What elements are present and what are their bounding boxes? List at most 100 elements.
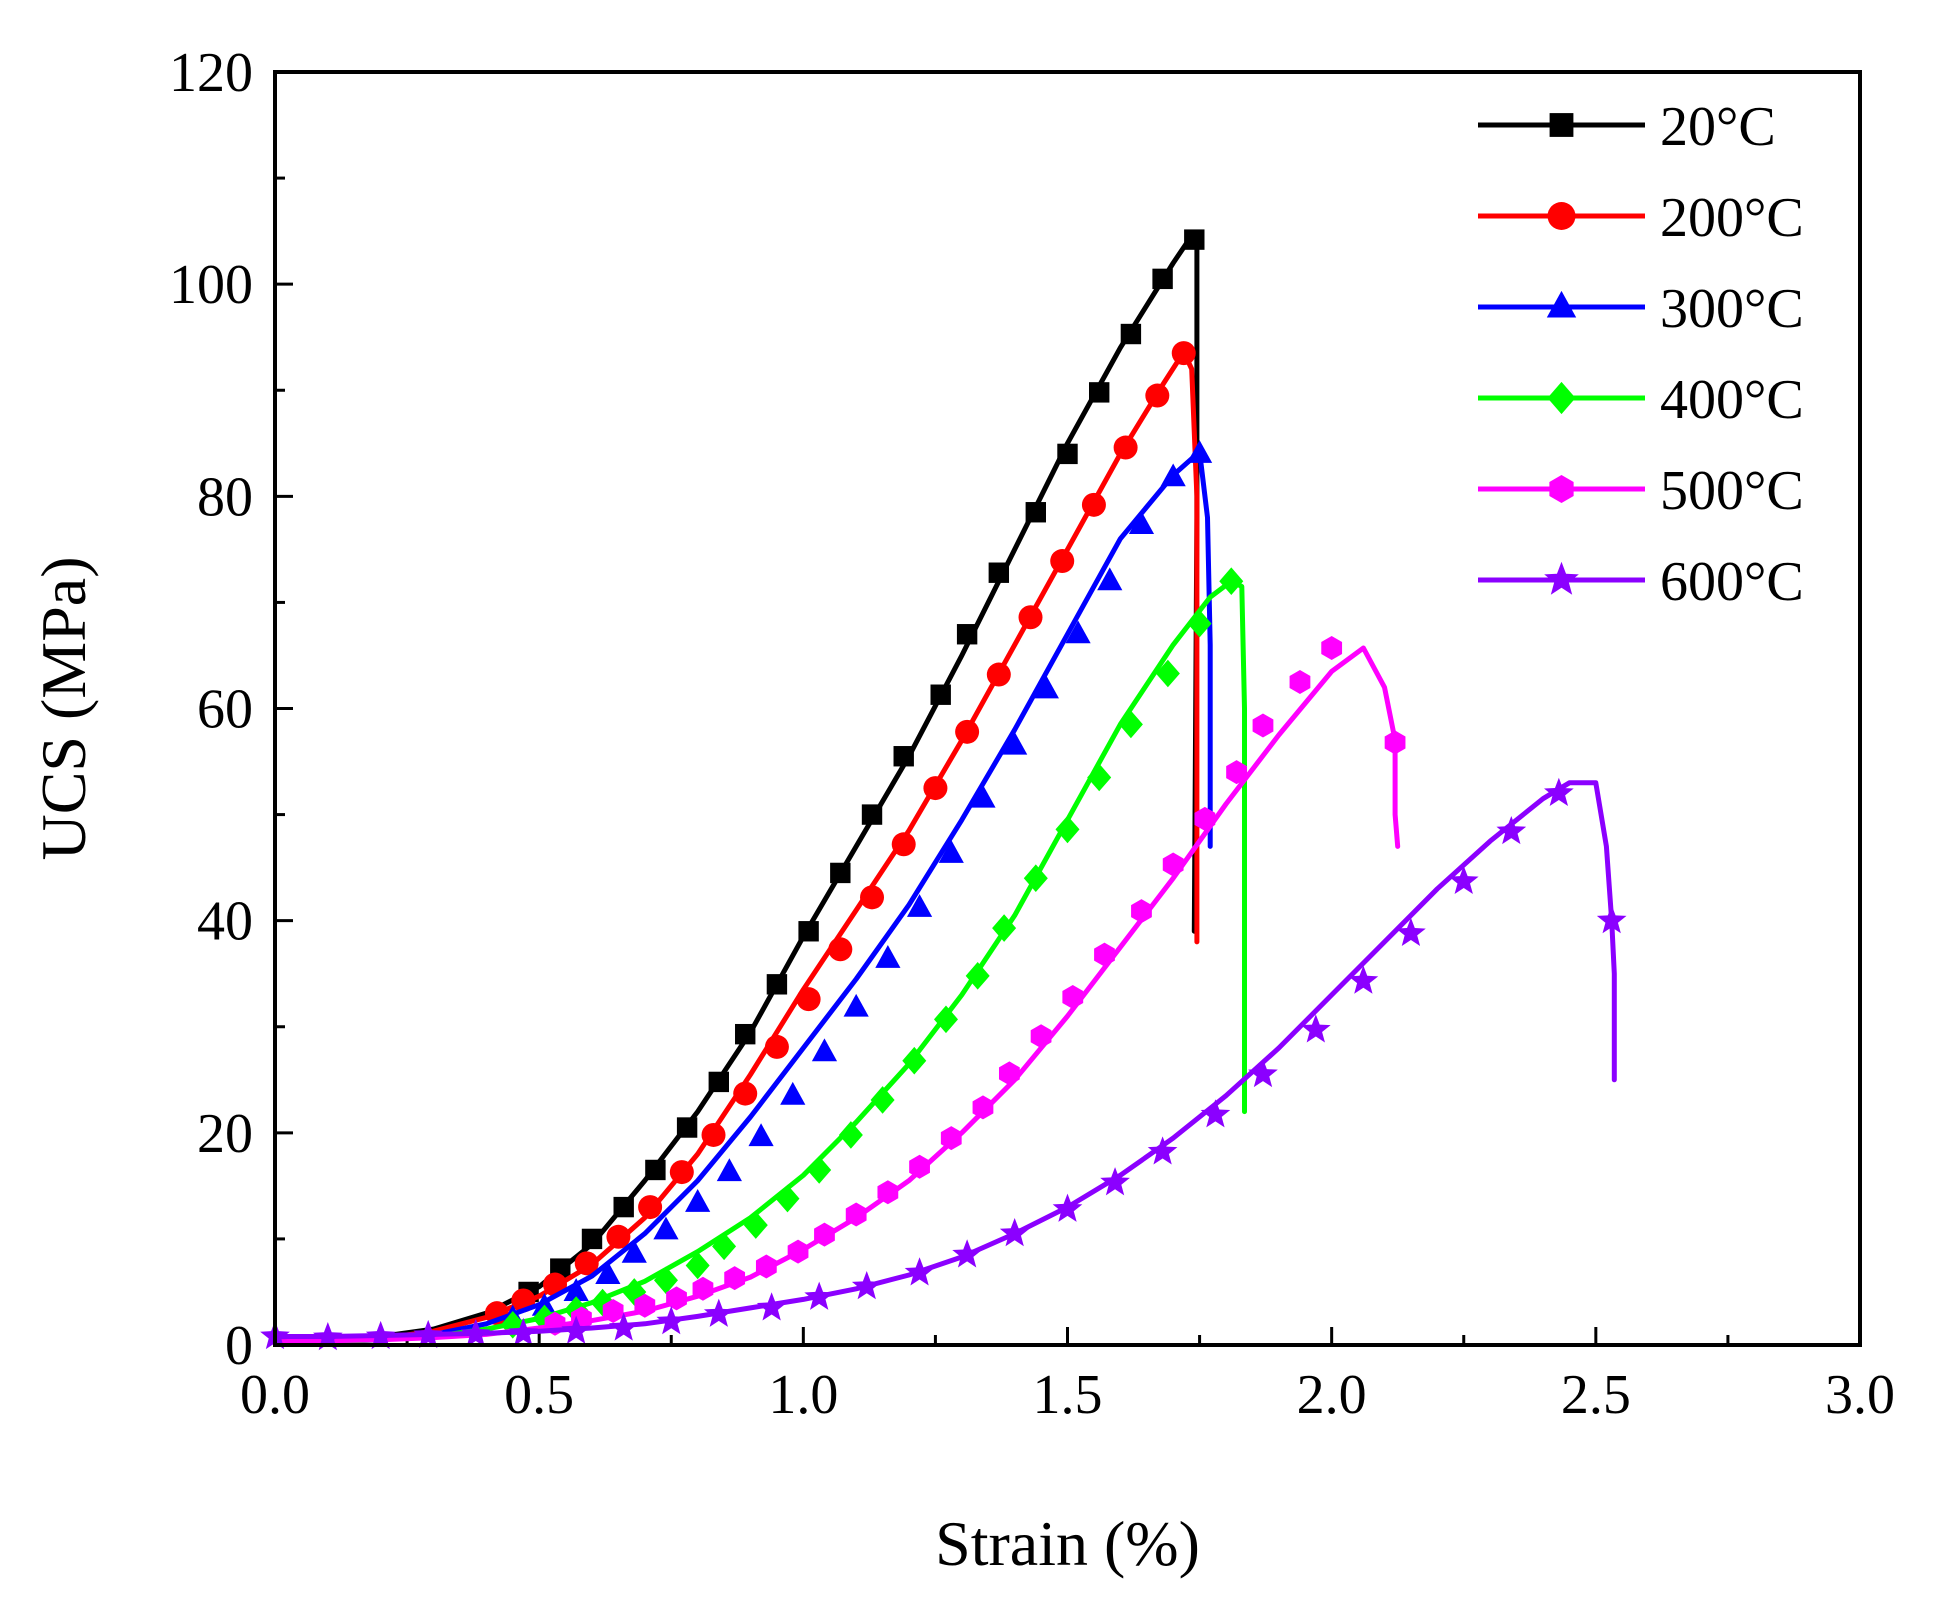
data-point bbox=[775, 1184, 800, 1213]
data-point bbox=[851, 1271, 882, 1300]
data-point bbox=[1289, 669, 1311, 694]
data-point bbox=[796, 987, 821, 1012]
data-point bbox=[1128, 511, 1155, 534]
data-point bbox=[653, 1216, 679, 1240]
x-tick-label: 1.0 bbox=[768, 1364, 838, 1426]
y-axis-title: UCS (MPa) bbox=[28, 556, 99, 860]
data-point bbox=[312, 1321, 343, 1351]
data-point bbox=[685, 1251, 710, 1280]
data-point bbox=[1023, 864, 1048, 893]
data-point bbox=[1055, 815, 1080, 844]
legend-item: 300°C bbox=[1478, 278, 1804, 340]
data-point bbox=[1100, 1167, 1130, 1196]
data-point bbox=[986, 662, 1011, 687]
data-point bbox=[1097, 567, 1123, 591]
data-point bbox=[692, 1276, 714, 1301]
data-point bbox=[606, 1224, 631, 1249]
data-point bbox=[764, 1034, 789, 1059]
legend-item: 500°C bbox=[1478, 460, 1804, 522]
data-point bbox=[1081, 492, 1106, 517]
y-tick-label: 20 bbox=[197, 1103, 253, 1165]
x-tick-label: 1.5 bbox=[1033, 1364, 1103, 1426]
data-point bbox=[1087, 763, 1112, 792]
x-tick-label: 0.5 bbox=[504, 1364, 574, 1426]
data-point bbox=[755, 1254, 777, 1279]
data-point bbox=[787, 1239, 809, 1264]
data-point bbox=[1050, 549, 1075, 574]
data-point bbox=[1160, 463, 1186, 487]
data-point bbox=[970, 784, 996, 808]
legend-marker bbox=[1547, 381, 1576, 415]
legend-item: 600°C bbox=[1478, 551, 1804, 613]
legend-item: 20°C bbox=[1478, 96, 1776, 158]
data-point bbox=[669, 1160, 694, 1185]
data-point bbox=[1052, 1193, 1083, 1222]
data-point bbox=[870, 1086, 895, 1114]
data-point bbox=[972, 1095, 994, 1120]
data-point bbox=[933, 1005, 958, 1034]
data-point bbox=[608, 1312, 639, 1341]
data-point bbox=[938, 840, 964, 863]
data-point bbox=[893, 746, 914, 767]
data-point bbox=[807, 1156, 832, 1184]
data-point bbox=[733, 1081, 758, 1106]
data-point bbox=[1065, 620, 1091, 644]
data-point bbox=[1171, 341, 1196, 366]
data-point bbox=[676, 1117, 698, 1138]
plot-frame bbox=[273, 70, 1862, 1347]
data-point bbox=[1033, 675, 1059, 699]
data-point bbox=[1118, 710, 1143, 739]
data-point bbox=[999, 1218, 1030, 1247]
data-point bbox=[1252, 713, 1274, 738]
data-point bbox=[595, 1261, 621, 1284]
data-point bbox=[574, 1251, 599, 1276]
data-point bbox=[1200, 1099, 1231, 1128]
data-point bbox=[845, 1202, 867, 1227]
series-500°C bbox=[272, 636, 1406, 1345]
data-point bbox=[653, 1266, 678, 1295]
data-point bbox=[861, 804, 883, 825]
data-point bbox=[877, 1180, 899, 1205]
data-point bbox=[1396, 917, 1426, 947]
data-point bbox=[1057, 443, 1078, 465]
data-point bbox=[1187, 609, 1212, 638]
data-point bbox=[843, 993, 869, 1017]
data-point bbox=[811, 1038, 838, 1062]
series-600°C bbox=[260, 777, 1627, 1351]
data-point bbox=[581, 1228, 603, 1250]
x-tick-label: 2.5 bbox=[1561, 1364, 1631, 1426]
data-point bbox=[703, 1298, 734, 1327]
series-line bbox=[272, 780, 1617, 1339]
data-point bbox=[1113, 435, 1138, 460]
data-point bbox=[1300, 1014, 1331, 1043]
data-point bbox=[965, 962, 990, 990]
data-point bbox=[748, 1123, 774, 1147]
data-point bbox=[1147, 1136, 1178, 1165]
data-point bbox=[904, 1257, 935, 1286]
data-point bbox=[1448, 865, 1479, 895]
series-line bbox=[272, 645, 1401, 1345]
data-point bbox=[804, 1281, 835, 1310]
data-point bbox=[875, 945, 901, 968]
data-point bbox=[860, 885, 885, 910]
data-point bbox=[798, 921, 819, 942]
data-point bbox=[1321, 636, 1343, 661]
data-point bbox=[1596, 905, 1627, 934]
y-tick-label: 40 bbox=[197, 891, 253, 953]
data-point bbox=[780, 1081, 806, 1105]
data-point bbox=[1002, 731, 1028, 755]
data-point bbox=[1018, 605, 1043, 630]
data-point bbox=[1544, 777, 1574, 806]
data-point bbox=[613, 1196, 634, 1218]
data-point bbox=[1186, 440, 1213, 463]
data-point bbox=[1155, 659, 1180, 688]
data-point bbox=[685, 1189, 711, 1212]
data-point bbox=[1384, 730, 1406, 755]
data-point bbox=[992, 914, 1017, 942]
data-point bbox=[1089, 382, 1110, 403]
data-point bbox=[1248, 1058, 1278, 1088]
data-point bbox=[413, 1319, 444, 1349]
data-point bbox=[656, 1306, 687, 1335]
data-point bbox=[621, 1239, 647, 1263]
